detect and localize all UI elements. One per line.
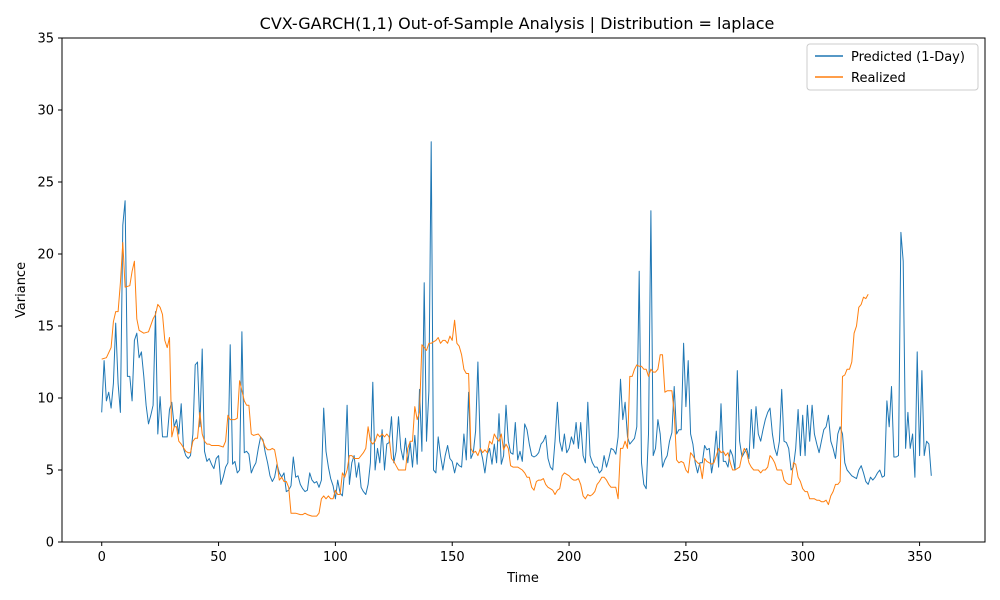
x-tick-label: 0: [98, 550, 106, 565]
y-tick-label: 5: [46, 464, 54, 479]
x-tick-label: 50: [210, 550, 227, 565]
y-tick-label: 15: [37, 320, 54, 335]
y-tick-label: 25: [37, 176, 54, 191]
legend-label-realized: Realized: [851, 71, 906, 86]
legend-label-predicted: Predicted (1-Day): [851, 50, 965, 65]
x-tick-label: 150: [440, 550, 465, 565]
x-axis: 0 50 100 150 200 250 300 350: [98, 542, 932, 565]
y-axis-label: Variance: [14, 262, 29, 318]
y-tick-label: 20: [37, 248, 54, 263]
y-tick-label: 35: [37, 32, 54, 47]
axes-frame: [61, 37, 986, 543]
y-tick-label: 0: [46, 536, 54, 551]
y-tick-label: 30: [37, 104, 54, 119]
x-tick-label: 300: [790, 550, 815, 565]
legend-box: [806, 43, 979, 91]
x-tick-label: 100: [323, 550, 348, 565]
legend: Predicted (1-Day) Realized: [806, 43, 979, 91]
chart-title: CVX-GARCH(1,1) Out-of-Sample Analysis | …: [260, 14, 775, 33]
x-tick-label: 250: [673, 550, 698, 565]
x-tick-label: 200: [557, 550, 582, 565]
series-line-realized: [101, 242, 869, 517]
y-axis: 0 5 10 15 20 25 30 35: [37, 32, 62, 551]
y-tick-label: 10: [37, 392, 54, 407]
x-axis-label: Time: [506, 571, 539, 586]
x-tick-label: 350: [907, 550, 932, 565]
plot-area: [101, 141, 932, 517]
